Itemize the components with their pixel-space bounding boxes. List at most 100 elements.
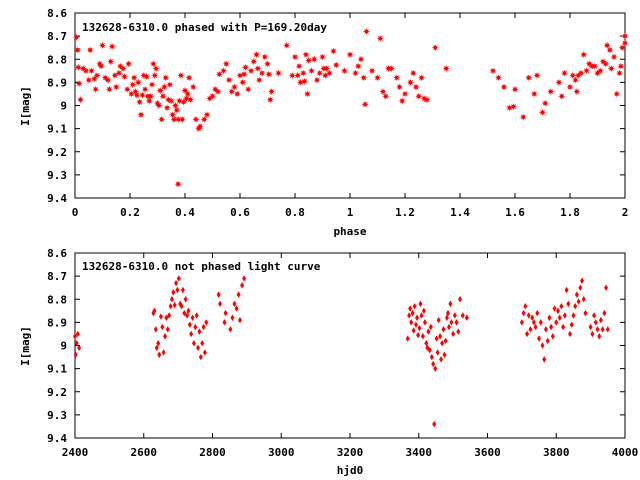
phased-data-point	[573, 88, 581, 96]
phased-data-point	[510, 103, 518, 111]
unphased-data-point	[526, 312, 531, 319]
phased-data-point	[241, 63, 250, 71]
phased-data-point	[111, 71, 119, 80]
unphased-data-point	[535, 309, 540, 317]
phased-data-point	[200, 115, 208, 123]
unphased-data-point	[578, 284, 583, 291]
unphased-data-point	[528, 326, 533, 333]
phased-data-point	[160, 83, 168, 91]
phased-data-point	[555, 78, 563, 86]
unphased-y-tick-label: 9.1	[47, 363, 67, 376]
phased-data-point	[606, 46, 614, 54]
unphased-data-point	[436, 316, 441, 324]
phased-data-point	[610, 53, 618, 61]
phased-data-point	[566, 83, 574, 91]
phased-data-point	[107, 57, 115, 66]
unphased-data-point	[525, 330, 530, 338]
phased-data-point	[166, 81, 174, 89]
phased-data-point	[129, 81, 137, 89]
phased-x-tick-label: 1.4	[450, 206, 470, 219]
phased-data-point	[423, 96, 431, 104]
unphased-data-point	[420, 333, 425, 340]
unphased-data-point	[418, 300, 423, 308]
unphased-data-point	[156, 339, 161, 347]
phased-data-point	[134, 78, 142, 86]
phased-data-point	[112, 83, 120, 91]
unphased-data-point	[566, 300, 571, 308]
phased-data-point	[291, 53, 299, 61]
phased-data-point	[382, 92, 390, 100]
phased-data-point	[182, 94, 190, 103]
phased-data-point	[156, 86, 164, 95]
phased-data-point	[189, 83, 197, 91]
unphased-data-point	[451, 330, 456, 338]
phased-data-point	[332, 61, 340, 69]
unphased-data-point	[555, 307, 560, 315]
phased-data-point	[142, 72, 151, 81]
phased-data-point	[301, 77, 309, 85]
phased-data-point	[93, 71, 101, 80]
unphased-data-point	[428, 323, 433, 331]
phased-data-point	[214, 88, 222, 96]
phased-data-point	[240, 70, 248, 78]
unphased-data-point	[464, 314, 469, 321]
phased-data-point	[174, 115, 182, 123]
phased-data-point	[591, 62, 599, 70]
phased-data-point	[294, 71, 302, 80]
phased-data-point	[75, 79, 83, 88]
phased-data-point	[85, 76, 93, 84]
phased-data-point	[288, 71, 296, 80]
unphased-data-point	[201, 323, 206, 331]
phased-data-point	[219, 67, 228, 75]
phased-data-point	[489, 67, 497, 75]
unphased-data-point	[429, 353, 434, 361]
unphased-data-point	[186, 307, 191, 315]
phased-data-point	[254, 64, 262, 73]
unphased-data-point	[434, 335, 439, 342]
phased-data-point	[92, 85, 100, 93]
unphased-data-point	[419, 312, 424, 319]
phased-data-point	[571, 76, 580, 84]
unphased-data-point	[583, 309, 588, 317]
phased-data-point	[120, 72, 129, 81]
unphased-data-point	[571, 312, 576, 319]
phased-x-tick-label: 1.8	[560, 206, 580, 219]
phased-data-point	[215, 70, 223, 78]
unphased-x-tick-label: 3400	[406, 446, 433, 459]
unphased-data-point	[456, 328, 461, 335]
unphased-plot-panel: 132628-6310.0 not phased light curve hjd…	[19, 247, 638, 477]
unphased-x-tick-label: 2400	[62, 446, 89, 459]
phased-data-point	[530, 90, 538, 98]
unphased-y-tick-label: 9.4	[47, 432, 67, 445]
phased-data-point	[302, 51, 310, 59]
phased-data-point	[127, 90, 135, 98]
phased-data-point	[252, 51, 261, 59]
phased-data-point	[596, 67, 604, 75]
phased-data-point	[97, 62, 105, 70]
phased-data-point	[533, 71, 541, 80]
phased-data-point	[617, 62, 625, 70]
unphased-data-point	[569, 321, 574, 328]
phased-data-point	[86, 46, 94, 54]
phased-data-point	[417, 74, 426, 82]
phased-data-point	[265, 70, 273, 78]
unphased-data-point	[604, 284, 609, 291]
phased-data-point	[244, 85, 252, 93]
phased-data-point	[171, 101, 179, 110]
phased-x-tick-label: 1.6	[505, 206, 525, 219]
phased-data-point	[376, 34, 384, 43]
unphased-data-point	[427, 346, 432, 354]
unphased-data-point	[196, 344, 201, 352]
phased-data-point	[152, 64, 160, 73]
phased-data-point	[607, 64, 615, 73]
phased-data-point	[321, 71, 329, 80]
phased-y-tick-label: 9.1	[47, 123, 67, 136]
phased-y-tick-label: 9.3	[47, 169, 67, 182]
unphased-data-point	[183, 296, 188, 303]
phased-data-point	[148, 81, 156, 89]
unphased-x-tick-label: 4000	[612, 446, 639, 459]
unphased-y-tick-label: 8.9	[47, 316, 67, 329]
phased-data-point	[180, 98, 188, 106]
unphased-data-point	[530, 314, 535, 321]
unphased-data-point	[590, 330, 595, 338]
